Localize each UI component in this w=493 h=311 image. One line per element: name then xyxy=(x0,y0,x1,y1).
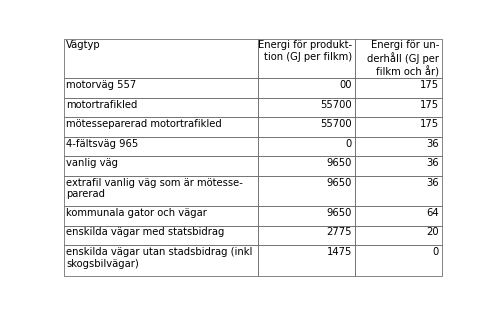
Bar xyxy=(355,137,442,156)
Bar xyxy=(355,226,442,245)
Bar xyxy=(64,245,258,276)
Text: vanlig väg: vanlig väg xyxy=(66,158,118,168)
Text: 9650: 9650 xyxy=(327,158,352,168)
Text: 55700: 55700 xyxy=(320,100,352,109)
Bar xyxy=(258,39,355,78)
Bar xyxy=(64,39,258,78)
Text: 2775: 2775 xyxy=(327,227,352,237)
Text: 175: 175 xyxy=(420,80,439,90)
Bar xyxy=(64,226,258,245)
Bar xyxy=(355,206,442,226)
Text: enskilda vägar med statsbidrag: enskilda vägar med statsbidrag xyxy=(66,227,225,237)
Text: 175: 175 xyxy=(420,119,439,129)
Bar xyxy=(355,117,442,137)
Text: 55700: 55700 xyxy=(320,119,352,129)
Text: 9650: 9650 xyxy=(327,208,352,218)
Text: 64: 64 xyxy=(426,208,439,218)
Text: 0: 0 xyxy=(433,247,439,257)
Bar xyxy=(258,176,355,206)
Text: 00: 00 xyxy=(340,80,352,90)
Text: extrafil vanlig väg som är mötesse-
parerad: extrafil vanlig väg som är mötesse- pare… xyxy=(66,178,243,199)
Bar xyxy=(64,117,258,137)
Bar xyxy=(258,156,355,176)
Text: enskilda vägar utan stadsbidrag (inkl
skogsbilvägar): enskilda vägar utan stadsbidrag (inkl sk… xyxy=(66,247,252,269)
Bar xyxy=(258,226,355,245)
Text: Vägtyp: Vägtyp xyxy=(66,40,101,50)
Text: Energi för produkt-
tion (GJ per filkm): Energi för produkt- tion (GJ per filkm) xyxy=(258,40,352,62)
Text: 175: 175 xyxy=(420,100,439,109)
Bar xyxy=(64,98,258,117)
Text: 20: 20 xyxy=(426,227,439,237)
Bar xyxy=(64,206,258,226)
Text: kommunala gator och vägar: kommunala gator och vägar xyxy=(66,208,207,218)
Bar xyxy=(258,206,355,226)
Bar xyxy=(258,137,355,156)
Text: mötesseparerad motortrafikled: mötesseparerad motortrafikled xyxy=(66,119,222,129)
Bar xyxy=(355,176,442,206)
Bar xyxy=(258,245,355,276)
Text: motortrafikled: motortrafikled xyxy=(66,100,138,109)
Text: motorväg 557: motorväg 557 xyxy=(66,80,137,90)
Text: 4-fältsväg 965: 4-fältsväg 965 xyxy=(66,139,139,149)
Bar xyxy=(258,98,355,117)
Bar xyxy=(355,156,442,176)
Bar xyxy=(258,78,355,98)
Bar xyxy=(355,98,442,117)
Text: 36: 36 xyxy=(426,158,439,168)
Bar xyxy=(64,78,258,98)
Text: 9650: 9650 xyxy=(327,178,352,188)
Text: 0: 0 xyxy=(346,139,352,149)
Text: 36: 36 xyxy=(426,178,439,188)
Bar xyxy=(64,156,258,176)
Bar xyxy=(355,39,442,78)
Bar xyxy=(355,245,442,276)
Text: 1475: 1475 xyxy=(327,247,352,257)
Bar xyxy=(64,176,258,206)
Bar xyxy=(64,137,258,156)
Bar xyxy=(355,78,442,98)
Text: Energi för un-
derhåll (GJ per
filkm och år): Energi för un- derhåll (GJ per filkm och… xyxy=(367,40,439,77)
Text: 36: 36 xyxy=(426,139,439,149)
Bar xyxy=(258,117,355,137)
